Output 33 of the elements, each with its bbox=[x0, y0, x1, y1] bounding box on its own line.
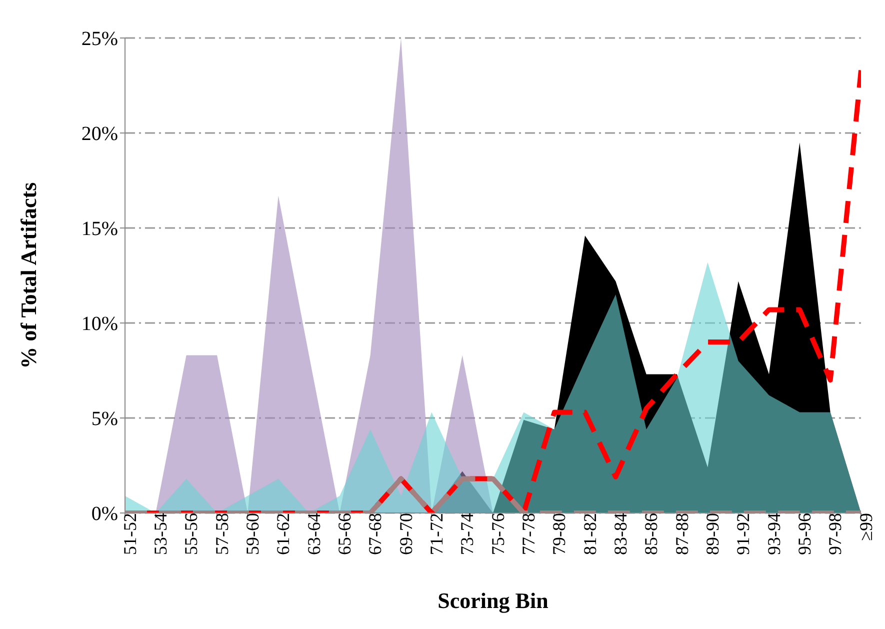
x-tick-label: 79-80 bbox=[549, 513, 570, 555]
x-tick-label: 61-62 bbox=[273, 513, 294, 555]
x-tick-label: 65-66 bbox=[334, 513, 354, 555]
x-tick-label: 81-82 bbox=[580, 513, 600, 555]
y-tick-label: 0% bbox=[91, 503, 118, 526]
y-tick-label: 5% bbox=[91, 408, 118, 430]
y-tick-label: 10% bbox=[81, 313, 118, 336]
y-tick-label: 20% bbox=[81, 123, 118, 146]
x-tick-label: 59-60 bbox=[242, 513, 262, 555]
x-tick-label: 85-86 bbox=[641, 513, 662, 555]
x-tick-label: 87-88 bbox=[672, 513, 692, 555]
x-tick-label: 83-84 bbox=[610, 513, 630, 555]
x-tick-label: 55-56 bbox=[181, 513, 202, 555]
x-tick-label: 71-72 bbox=[426, 513, 446, 555]
x-tick-label: 73-74 bbox=[457, 513, 478, 555]
x-tick-label: 93-94 bbox=[764, 513, 784, 555]
x-tick-label: 67-68 bbox=[365, 513, 386, 555]
x-tick-label: ≥99 bbox=[856, 513, 876, 541]
x-tick-label: 57-58 bbox=[212, 513, 232, 555]
x-axis-title: Scoring Bin bbox=[438, 588, 548, 613]
y-axis-title: % of Total Artifacts bbox=[16, 182, 41, 369]
y-tick-label: 15% bbox=[81, 218, 118, 240]
x-tick-label: 69-70 bbox=[396, 513, 416, 555]
x-tick-label: 89-90 bbox=[702, 513, 722, 555]
x-tick-label: 91-92 bbox=[733, 513, 754, 555]
x-tick-label: 97-98 bbox=[825, 513, 846, 555]
x-tick-label: 77-78 bbox=[518, 513, 538, 555]
x-tick-label: 53-54 bbox=[150, 513, 170, 555]
y-tick-label: 25% bbox=[81, 28, 118, 50]
x-tick-label: 95-96 bbox=[794, 513, 814, 555]
x-tick-label: 51-52 bbox=[120, 513, 140, 555]
x-tick-label: 75-76 bbox=[488, 513, 508, 555]
x-tick-label: 63-64 bbox=[304, 513, 324, 555]
